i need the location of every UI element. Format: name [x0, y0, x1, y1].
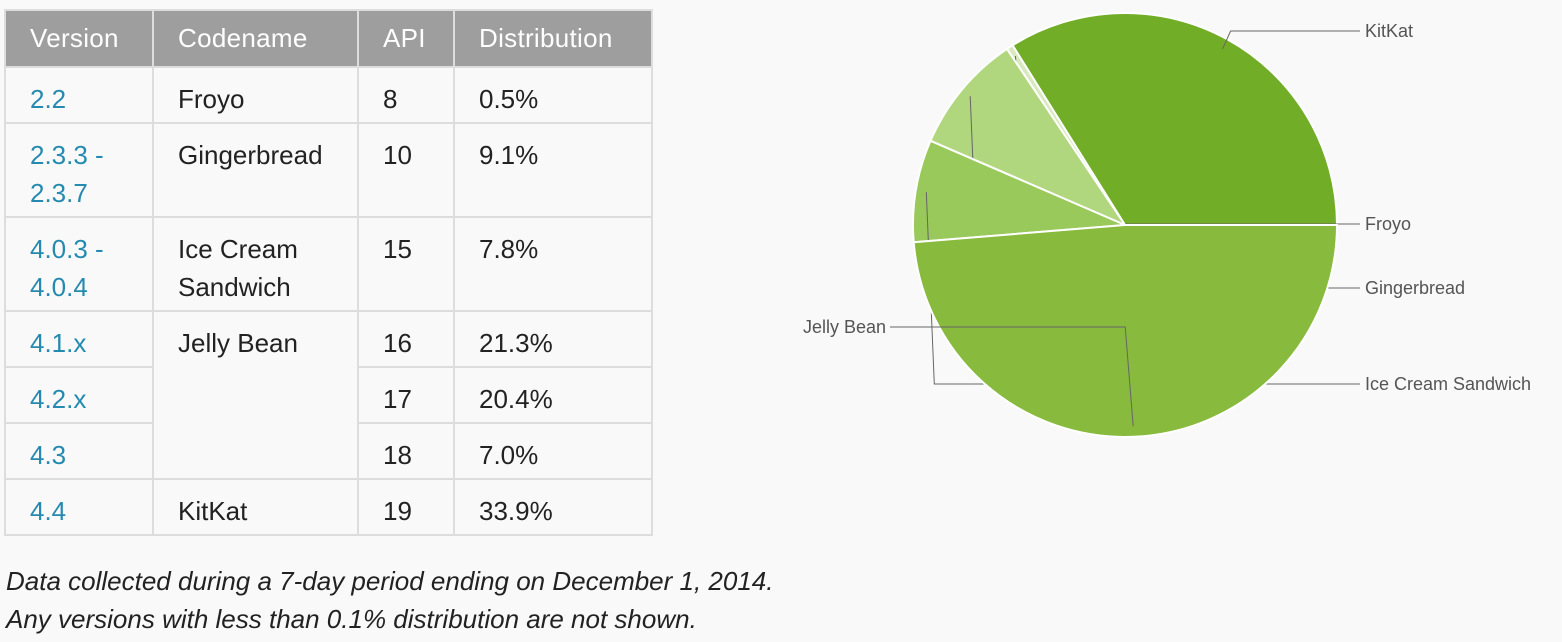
- codename-text: Ice Cream Sandwich: [178, 234, 298, 302]
- version-link[interactable]: 4.4: [30, 496, 67, 526]
- codename-cell: Froyo: [152, 66, 359, 124]
- pie-chart: KitKat Froyo Gingerbread Ice Cream Sandwich…: [803, 11, 1531, 438]
- codename-cell: Gingerbread: [152, 122, 359, 218]
- api-cell: 10: [357, 122, 455, 218]
- api-cell: 16: [357, 310, 455, 368]
- table-row: 4.3 18 7.0%: [4, 422, 653, 480]
- version-cell: 2.2: [4, 66, 154, 124]
- slice-label: KitKat: [1365, 21, 1413, 41]
- distribution-cell: 9.1%: [453, 122, 653, 218]
- api-cell: 17: [357, 366, 455, 424]
- slice-label: Jelly Bean: [803, 317, 886, 337]
- version-cell: 4.3: [4, 422, 154, 480]
- pie-slice-kitkat: [1011, 11, 1339, 226]
- footnote-line-1: Data collected during a 7-day period end…: [6, 566, 774, 596]
- slice-label: Ice Cream Sandwich: [1365, 374, 1531, 394]
- header-api: API: [357, 9, 455, 68]
- version-cell: 2.3.3 - 2.3.7: [4, 122, 154, 218]
- table-row: 4.2.x 17 20.4%: [4, 366, 653, 424]
- version-link[interactable]: 2.2: [30, 84, 67, 114]
- header-version: Version: [4, 9, 154, 68]
- distribution-table: Version Codename API Distribution 2.2 Fr…: [4, 9, 653, 536]
- table-row: 4.0.3 - 4.0.4 Ice Cream Sandwich 15 7.8%: [4, 216, 653, 312]
- codename-cell: Jelly Bean: [152, 310, 359, 480]
- distribution-cell: 0.5%: [453, 66, 653, 124]
- slice-label: Gingerbread: [1365, 278, 1465, 298]
- table-row: 2.3.3 - 2.3.7 Gingerbread 10 9.1%: [4, 122, 653, 218]
- api-cell: 19: [357, 478, 455, 536]
- version-cell: 4.0.3 - 4.0.4: [4, 216, 154, 312]
- version-cell: 4.1.x: [4, 310, 154, 368]
- api-cell: 18: [357, 422, 455, 480]
- version-link[interactable]: 2.3.3 -: [30, 140, 104, 170]
- callout-line: [1222, 30, 1360, 50]
- distribution-cell: 20.4%: [453, 366, 653, 424]
- version-cell: 4.4: [4, 478, 154, 536]
- table-row: 4.1.x Jelly Bean 16 21.3%: [4, 310, 653, 480]
- distribution-cell: 7.8%: [453, 216, 653, 312]
- callout-line: [890, 326, 1134, 427]
- table-header-row: Version Codename API Distribution: [4, 9, 653, 68]
- pie-slice-gingerbread: [929, 47, 1128, 228]
- slice-label: Froyo: [1365, 214, 1411, 234]
- table-row: 4.4 KitKat 19 33.9%: [4, 478, 653, 536]
- footnote-line-2: Any versions with less than 0.1% distrib…: [6, 604, 697, 634]
- codename-cell: Ice Cream Sandwich: [152, 216, 359, 312]
- pie-slice-ice-cream-sandwich: [912, 139, 1126, 244]
- version-link[interactable]: 4.1.x: [30, 328, 87, 358]
- table-row: 2.2 Froyo 8 0.5%: [4, 66, 653, 124]
- version-link[interactable]: 4.0.4: [30, 272, 88, 302]
- version-link[interactable]: 4.0.3 -: [30, 234, 104, 264]
- footnote: Data collected during a 7-day period end…: [6, 562, 774, 638]
- api-cell: 8: [357, 66, 455, 124]
- version-link[interactable]: 4.2.x: [30, 384, 87, 414]
- codename-cell: KitKat: [152, 478, 359, 536]
- header-codename: Codename: [152, 9, 359, 68]
- distribution-cell: 21.3%: [453, 310, 653, 368]
- version-link[interactable]: 2.3.7: [30, 178, 88, 208]
- version-cell: 4.2.x: [4, 366, 154, 424]
- distribution-cell: 33.9%: [453, 478, 653, 536]
- version-link[interactable]: 4.3: [30, 440, 67, 470]
- distribution-cell: 7.0%: [453, 422, 653, 480]
- api-cell: 15: [357, 216, 455, 312]
- header-distribution: Distribution: [453, 9, 653, 68]
